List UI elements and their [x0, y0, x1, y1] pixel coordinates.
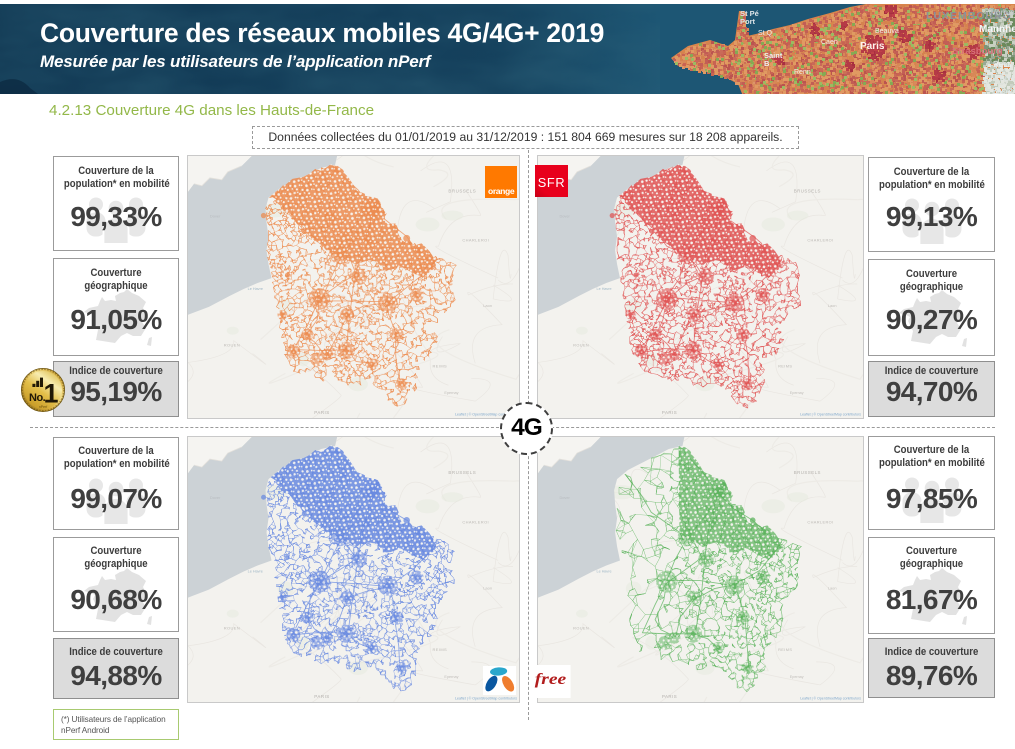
svg-text:Frei: Frei: [1000, 74, 1014, 83]
svg-text:Reutl: Reutl: [993, 60, 1012, 69]
svg-text:Strasbourg: Strasbourg: [952, 46, 1003, 57]
svg-text:St Pé: St Pé: [740, 9, 759, 18]
svg-text:Paris: Paris: [860, 41, 885, 52]
svg-text:nPerf: nPerf: [39, 405, 47, 409]
svg-text:No.: No.: [29, 392, 46, 404]
svg-text:Caen: Caen: [821, 39, 838, 46]
svg-text:B: B: [764, 59, 770, 68]
svg-text:1: 1: [43, 379, 58, 409]
svg-text:Saint: Saint: [764, 51, 783, 60]
svg-text:Beauva: Beauva: [875, 28, 899, 35]
svg-text:St Q: St Q: [758, 30, 773, 37]
svg-text:Basel: Basel: [992, 87, 1012, 94]
svg-text:Renn: Renn: [794, 69, 811, 76]
svg-text:Port: Port: [740, 17, 756, 26]
svg-text:Mannheim: Mannheim: [979, 24, 1015, 35]
svg-text:LUXEMBOURG: LUXEMBOURG: [926, 10, 1012, 22]
svg-text:Worms: Worms: [988, 7, 1015, 17]
